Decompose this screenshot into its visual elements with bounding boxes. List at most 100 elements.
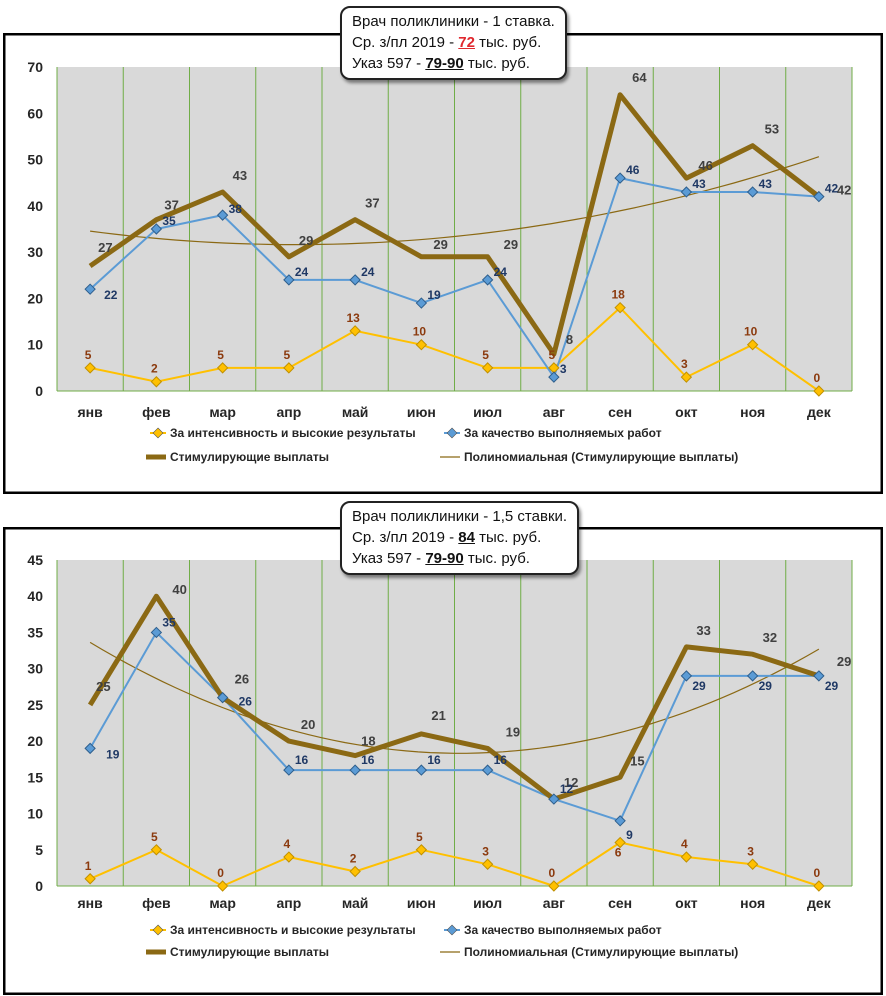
data-label-intensity: 4 bbox=[681, 837, 688, 851]
data-label-stimulating: 29 bbox=[504, 237, 518, 252]
y-tick-label: 45 bbox=[27, 552, 43, 568]
data-label-quality: 22 bbox=[104, 288, 118, 302]
x-tick-label: июл bbox=[473, 895, 502, 911]
data-label-stimulating: 20 bbox=[301, 717, 315, 732]
marker-intensity bbox=[746, 339, 759, 351]
marker-quality bbox=[746, 186, 759, 198]
data-label-stimulating: 26 bbox=[235, 672, 249, 687]
marker-quality bbox=[84, 283, 96, 295]
data-label-quality: 3 bbox=[560, 362, 567, 376]
data-label-quality: 24 bbox=[295, 265, 309, 279]
marker-intensity bbox=[84, 362, 96, 374]
marker-quality bbox=[150, 223, 163, 235]
data-label-intensity: 10 bbox=[413, 325, 427, 339]
data-label-stimulating: 15 bbox=[630, 753, 644, 768]
data-label-stimulating: 42 bbox=[837, 183, 851, 198]
x-tick-label: янв bbox=[78, 404, 104, 420]
data-label-quality: 24 bbox=[494, 265, 508, 279]
marker-quality bbox=[349, 764, 361, 776]
info-title: Врач поликлиники - 1,5 ставки. bbox=[352, 508, 568, 525]
x-tick-label: дек bbox=[807, 404, 832, 420]
legend-stimulating-label: Стимулирующие выплаты bbox=[170, 450, 329, 464]
marker-quality bbox=[415, 764, 428, 776]
data-label-stimulating: 53 bbox=[765, 122, 779, 137]
legend-trendline-label: Полиномиальная (Стимулирующие выплаты) bbox=[464, 450, 738, 464]
data-label-stimulating: 25 bbox=[96, 679, 110, 694]
y-tick-label: 30 bbox=[27, 244, 43, 260]
data-label-quality: 42 bbox=[825, 182, 839, 196]
y-tick-label: 40 bbox=[27, 588, 43, 604]
legend-quality-swatch-marker bbox=[446, 427, 458, 439]
marker-quality bbox=[481, 764, 494, 776]
y-tick-label: 60 bbox=[27, 105, 43, 121]
data-label-stimulating: 8 bbox=[566, 332, 573, 347]
salary-prefix: Ср. з/пл 2019 - bbox=[352, 529, 459, 546]
chart-panel-2: 0 5 10 15 20 25 30 35 40 45 янв фев мар апр май июн июл а… bbox=[0, 495, 886, 996]
legend-quality-label: За качество выполняемых работ bbox=[464, 923, 662, 937]
marker-intensity bbox=[614, 836, 626, 849]
y-tick-label: 0 bbox=[35, 878, 43, 894]
marker-quality bbox=[813, 190, 825, 203]
marker-intensity bbox=[481, 362, 494, 374]
y-tick-label: 30 bbox=[27, 661, 43, 677]
legend-intensity-label: За интенсивность и высокие результаты bbox=[170, 923, 416, 937]
marker-quality bbox=[746, 670, 759, 682]
data-label-quality: 16 bbox=[494, 753, 508, 767]
data-label-quality: 29 bbox=[759, 679, 773, 693]
x-tick-label: май bbox=[342, 404, 369, 420]
marker-intensity bbox=[813, 385, 825, 397]
legend-intensity-swatch-marker bbox=[152, 924, 164, 936]
trendline bbox=[89, 641, 820, 754]
marker-intensity bbox=[150, 844, 163, 856]
data-label-stimulating: 29 bbox=[299, 233, 313, 248]
y-tick-label: 40 bbox=[27, 198, 43, 214]
decree-value: 79-90 bbox=[425, 550, 464, 567]
x-tick-label: мар bbox=[209, 895, 236, 911]
x-tick-label: янв bbox=[78, 895, 104, 911]
decree-suffix: тыс. руб. bbox=[463, 550, 530, 567]
data-label-quality: 16 bbox=[361, 753, 375, 767]
data-label-quality: 16 bbox=[427, 753, 441, 767]
y-tick-label: 0 bbox=[35, 383, 43, 399]
legend-quality-label: За качество выполняемых работ bbox=[464, 426, 662, 440]
marker-intensity bbox=[481, 858, 494, 870]
data-label-intensity: 0 bbox=[549, 866, 556, 880]
x-tick-label: дек bbox=[807, 895, 832, 911]
decree-value: 79-90 bbox=[425, 55, 464, 72]
marker-quality bbox=[614, 815, 626, 827]
data-label-stimulating: 43 bbox=[233, 168, 247, 183]
data-label-stimulating: 19 bbox=[506, 724, 520, 739]
data-label-quality: 26 bbox=[239, 695, 253, 709]
data-label-stimulating: 40 bbox=[172, 582, 186, 597]
marker-quality bbox=[283, 764, 295, 776]
marker-intensity bbox=[746, 858, 759, 870]
x-tick-label: апр bbox=[276, 895, 301, 911]
salary-value: 84 bbox=[458, 529, 475, 546]
data-label-intensity: 5 bbox=[549, 348, 556, 362]
marker-intensity bbox=[216, 880, 229, 892]
data-label-stimulating: 29 bbox=[433, 237, 447, 252]
data-label-quality: 43 bbox=[759, 177, 773, 191]
data-label-intensity: 1 bbox=[85, 859, 92, 873]
data-label-quality: 35 bbox=[162, 214, 176, 228]
marker-intensity bbox=[349, 325, 361, 337]
marker-intensity bbox=[415, 844, 428, 856]
data-label-quality: 29 bbox=[692, 679, 706, 693]
marker-intensity bbox=[349, 865, 361, 878]
data-label-stimulating: 33 bbox=[696, 623, 710, 638]
legend-stimulating-label: Стимулирующие выплаты bbox=[170, 945, 329, 959]
x-tick-label: авг bbox=[543, 404, 565, 420]
marker-intensity bbox=[150, 376, 163, 388]
y-tick-label: 20 bbox=[27, 290, 43, 306]
x-tick-label: апр bbox=[276, 404, 301, 420]
x-tick-label: фев bbox=[142, 895, 171, 911]
data-label-stimulating: 12 bbox=[564, 775, 578, 790]
data-label-quality: 16 bbox=[295, 753, 309, 767]
marker-quality bbox=[548, 793, 560, 805]
data-label-stimulating: 37 bbox=[164, 198, 178, 213]
marker-quality bbox=[680, 670, 693, 682]
marker-quality bbox=[481, 274, 494, 286]
marker-quality bbox=[813, 670, 825, 682]
info-decree: Указ 597 - 79-90 тыс. руб. bbox=[352, 53, 555, 74]
